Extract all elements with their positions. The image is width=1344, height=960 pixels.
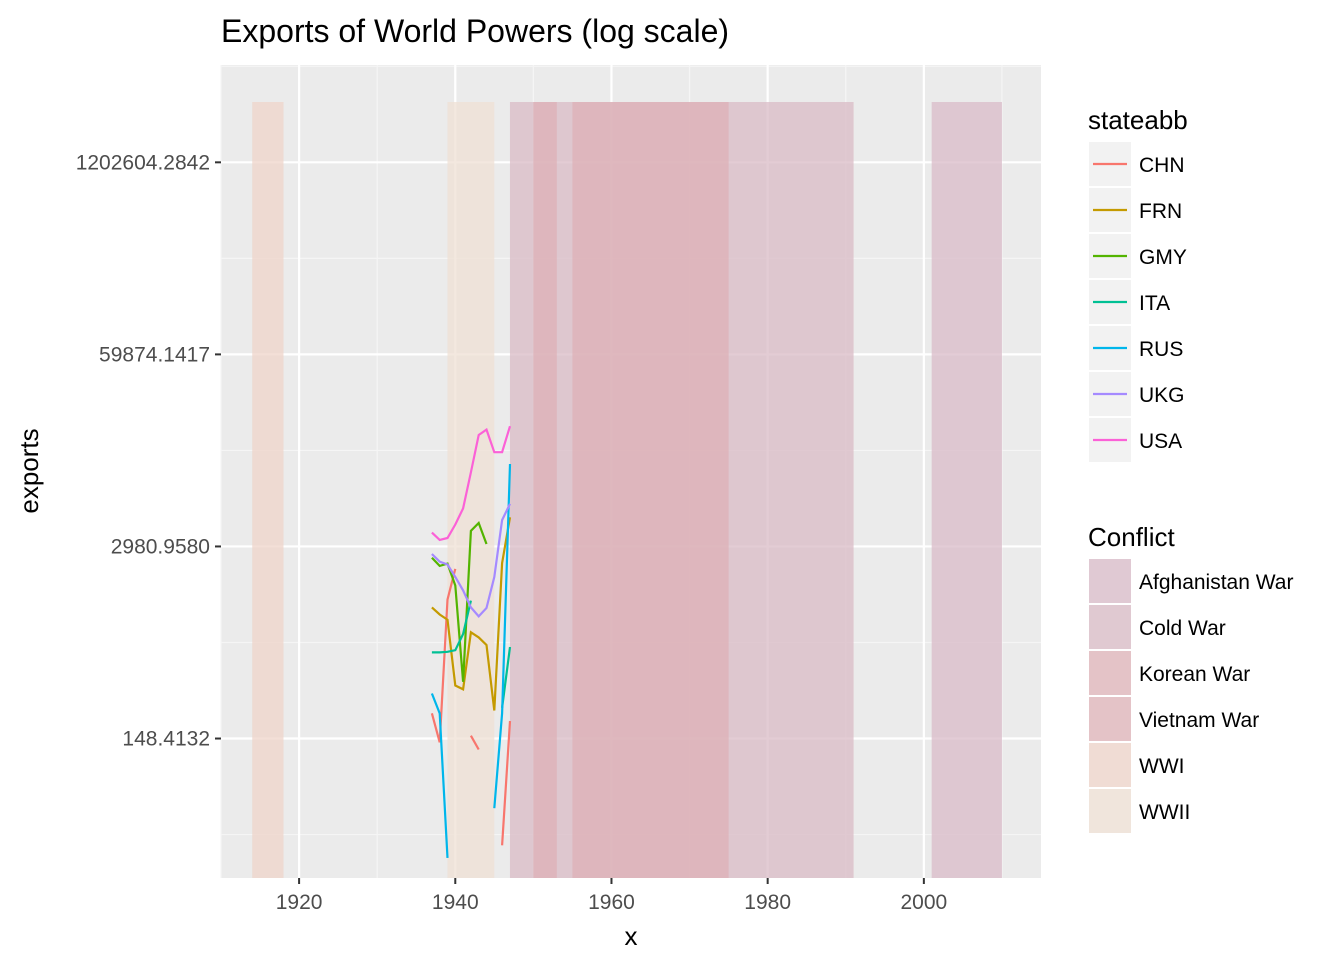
conflict-legend: Conflict Afghanistan War Cold War Korean W…	[1088, 522, 1293, 833]
legend-label: WWII	[1139, 801, 1190, 824]
legend-item-rus: RUS	[1089, 326, 1183, 370]
legend-label: WWI	[1139, 755, 1184, 778]
legend-label: Cold War	[1139, 617, 1226, 640]
x-tick-label: 1940	[432, 891, 479, 914]
legend-label: Vietnam War	[1139, 709, 1259, 732]
x-axis: 1920 1940 1960 1980 2000	[276, 878, 947, 914]
chart-title: Exports of World Powers (log scale)	[221, 13, 729, 49]
y-tick-label: 2980.9580	[111, 535, 210, 558]
legend-key-fill	[1089, 789, 1131, 833]
legend-item-ukg: UKG	[1089, 372, 1185, 416]
y-tick-label: 148.4132	[122, 728, 210, 751]
legend-item-gmy: GMY	[1089, 234, 1187, 278]
legend-label: ITA	[1139, 292, 1170, 315]
legend-item-afghanistan-war: Afghanistan War	[1089, 559, 1293, 603]
x-axis-title: x	[625, 921, 638, 951]
legend-item-chn: CHN	[1089, 142, 1185, 186]
y-axis: 148.4132 2980.9580 59874.1417 1202604.2842	[76, 151, 221, 751]
y-tick-label: 59874.1417	[99, 343, 210, 366]
legend-label: Afghanistan War	[1139, 571, 1293, 594]
series-line-gmy	[431, 520, 488, 682]
series-line-chn	[430, 568, 512, 846]
series-line-rus	[430, 463, 512, 858]
x-tick-label: 1920	[276, 891, 323, 914]
legend-item-frn: FRN	[1089, 188, 1182, 232]
conflict-band-wwi	[252, 102, 284, 878]
conflict-band-korean-war	[533, 102, 557, 878]
series-line-usa	[431, 425, 512, 542]
conflict-band-wwii	[447, 102, 495, 878]
legend-label: Korean War	[1139, 663, 1250, 686]
legend-label: FRN	[1139, 200, 1182, 223]
stateabb-legend: stateabb CHN FRN GMY ITA RUS UKG USA	[1088, 105, 1188, 462]
legend-item-wwi: WWI	[1089, 743, 1184, 787]
x-tick-label: 1980	[744, 891, 791, 914]
conflict-legend-title: Conflict	[1088, 522, 1175, 552]
legend-key-fill	[1089, 605, 1131, 649]
legend-item-korean-war: Korean War	[1089, 651, 1250, 695]
legend-key-fill	[1089, 697, 1131, 741]
y-tick-label: 1202604.2842	[76, 151, 210, 174]
legend-key-fill	[1089, 559, 1131, 603]
x-tick-label: 1960	[588, 891, 635, 914]
legend-label: USA	[1139, 430, 1182, 453]
plot-panel	[220, 65, 1041, 878]
legend-item-ita: ITA	[1089, 280, 1170, 324]
legend-label: GMY	[1139, 246, 1187, 269]
legend-item-vietnam-war: Vietnam War	[1089, 697, 1259, 741]
series-line-ukg	[431, 503, 511, 619]
conflict-band-afghanistan-war	[931, 102, 1002, 878]
legend-key-fill	[1089, 651, 1131, 695]
series-line-frn	[431, 517, 512, 711]
x-tick-label: 2000	[900, 891, 947, 914]
legend-label: UKG	[1139, 384, 1185, 407]
stateabb-legend-title: stateabb	[1088, 105, 1188, 135]
conflict-band-vietnam-war	[572, 102, 729, 878]
legend-item-wwii: WWII	[1089, 789, 1190, 833]
y-axis-title: exports	[14, 428, 44, 513]
legend-label: RUS	[1139, 338, 1183, 361]
legend-item-usa: USA	[1089, 418, 1182, 462]
legend-item-cold-war: Cold War	[1089, 605, 1226, 649]
legend-label: CHN	[1139, 154, 1185, 177]
legend-key-fill	[1089, 743, 1131, 787]
